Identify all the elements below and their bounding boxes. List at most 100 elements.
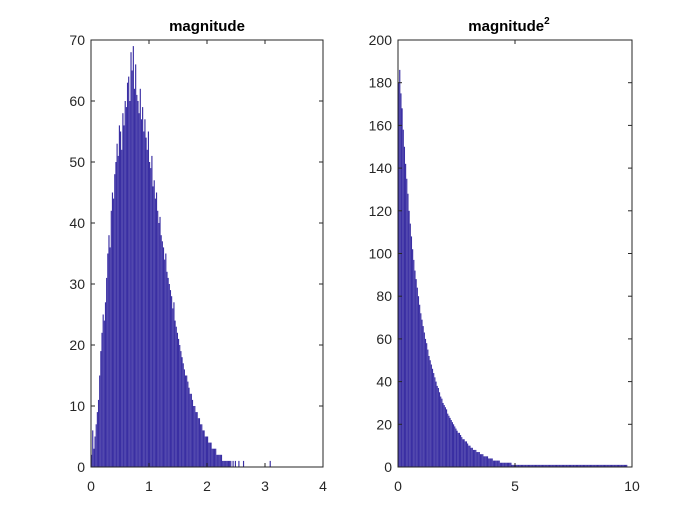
histogram-bar xyxy=(195,412,197,467)
histogram-bar xyxy=(588,464,590,467)
x-tick-label: 3 xyxy=(261,478,269,494)
histogram-bar xyxy=(522,464,524,467)
histogram-bar xyxy=(483,456,485,467)
histogram-bar xyxy=(109,247,111,467)
y-tick-label: 70 xyxy=(69,32,85,48)
histogram-bar xyxy=(443,405,445,467)
histogram-bar xyxy=(539,464,541,467)
histogram-bar xyxy=(532,464,534,467)
histogram-bar xyxy=(136,94,138,468)
histogram-bar xyxy=(225,460,227,467)
histogram-bar xyxy=(110,210,112,468)
histogram-bar xyxy=(414,270,416,467)
histogram-bar xyxy=(515,464,517,467)
histogram-bar xyxy=(491,458,493,467)
chart-title: magnitude2 xyxy=(468,16,550,35)
histogram-bar xyxy=(445,409,448,467)
histogram-bar xyxy=(205,436,207,467)
histogram-bar xyxy=(482,454,484,467)
histogram-bar xyxy=(215,448,217,467)
histogram-bar xyxy=(613,464,615,467)
histogram-bar xyxy=(97,399,100,467)
histogram-bar xyxy=(581,464,583,467)
histogram-bar xyxy=(140,119,143,468)
histogram-bar xyxy=(572,464,574,467)
histogram-bar xyxy=(585,464,587,467)
histogram-bar xyxy=(624,464,627,467)
histogram-bar xyxy=(436,385,438,467)
histogram-bar xyxy=(183,369,185,467)
histogram-bar xyxy=(455,428,457,467)
histogram-bar xyxy=(126,82,129,467)
histogram-bar xyxy=(218,454,220,467)
histogram-bar xyxy=(180,351,182,467)
histogram-bar xyxy=(607,464,609,467)
histogram-bar xyxy=(470,447,472,467)
histogram-bar xyxy=(176,332,178,467)
histogram-bar xyxy=(609,464,611,467)
histogram-bar xyxy=(598,464,600,467)
y-tick-label: 50 xyxy=(69,154,85,170)
histogram-bars xyxy=(398,69,628,468)
histogram-bar xyxy=(623,464,625,467)
histogram-bar xyxy=(427,349,429,467)
histogram-bar xyxy=(142,107,144,467)
histogram-bar xyxy=(433,373,435,467)
histogram-bar xyxy=(114,174,116,467)
histogram-bar xyxy=(204,436,206,467)
histogram-bar xyxy=(574,464,576,467)
histogram-bar xyxy=(426,343,428,467)
histogram-bar xyxy=(147,131,149,467)
x-axis-ticks: 0 1 2 3 4 xyxy=(87,40,327,494)
histogram-bar xyxy=(472,449,475,467)
histogram-bar xyxy=(620,464,622,467)
histogram-bar xyxy=(184,375,187,467)
histogram-bar xyxy=(193,406,195,467)
histogram-bar xyxy=(569,464,572,467)
histogram-bar xyxy=(531,464,533,467)
histogram-bar xyxy=(182,363,184,467)
histogram-bar xyxy=(449,417,451,467)
x-tick-label: 2 xyxy=(203,478,211,494)
histogram-bar xyxy=(600,464,602,467)
histogram-bar xyxy=(242,460,245,467)
histogram-bar xyxy=(168,284,170,467)
histogram-bar xyxy=(408,210,410,468)
histogram-bar xyxy=(592,464,594,467)
histogram-bar xyxy=(99,375,101,467)
histogram-bar xyxy=(540,464,542,467)
histogram-bar xyxy=(486,456,489,467)
histogram-bar xyxy=(120,131,122,467)
histogram-bar xyxy=(145,137,147,467)
histogram-bar xyxy=(527,464,530,467)
histogram-bar xyxy=(492,460,494,467)
histogram-bar xyxy=(431,368,434,467)
histogram-bar xyxy=(448,415,450,467)
histogram-bar xyxy=(582,464,585,467)
y-tick-label: 40 xyxy=(69,215,85,231)
histogram-bar xyxy=(557,464,559,467)
histogram-bar xyxy=(403,146,406,467)
histogram-bar xyxy=(167,277,169,467)
histogram-bar xyxy=(181,357,183,467)
histogram-bar xyxy=(188,387,190,467)
histogram-bar xyxy=(143,131,145,467)
y-tick-label: 100 xyxy=(369,246,393,262)
histogram-bar xyxy=(106,277,108,467)
histogram-bar xyxy=(525,464,527,467)
histogram-bar xyxy=(560,464,562,467)
histogram-bar xyxy=(166,271,168,467)
histogram-bar xyxy=(187,381,189,467)
histogram-bar xyxy=(594,464,596,467)
histogram-bar xyxy=(153,180,155,468)
histogram-bar xyxy=(554,464,556,467)
histogram-bars xyxy=(91,46,271,468)
histogram-bar xyxy=(475,449,477,467)
histogram-bar xyxy=(409,223,411,467)
y-tick-label: 60 xyxy=(69,93,85,109)
histogram-bar xyxy=(158,223,160,467)
histogram-bar xyxy=(131,70,133,467)
histogram-bar xyxy=(463,439,465,467)
histogram-bar xyxy=(207,436,209,467)
